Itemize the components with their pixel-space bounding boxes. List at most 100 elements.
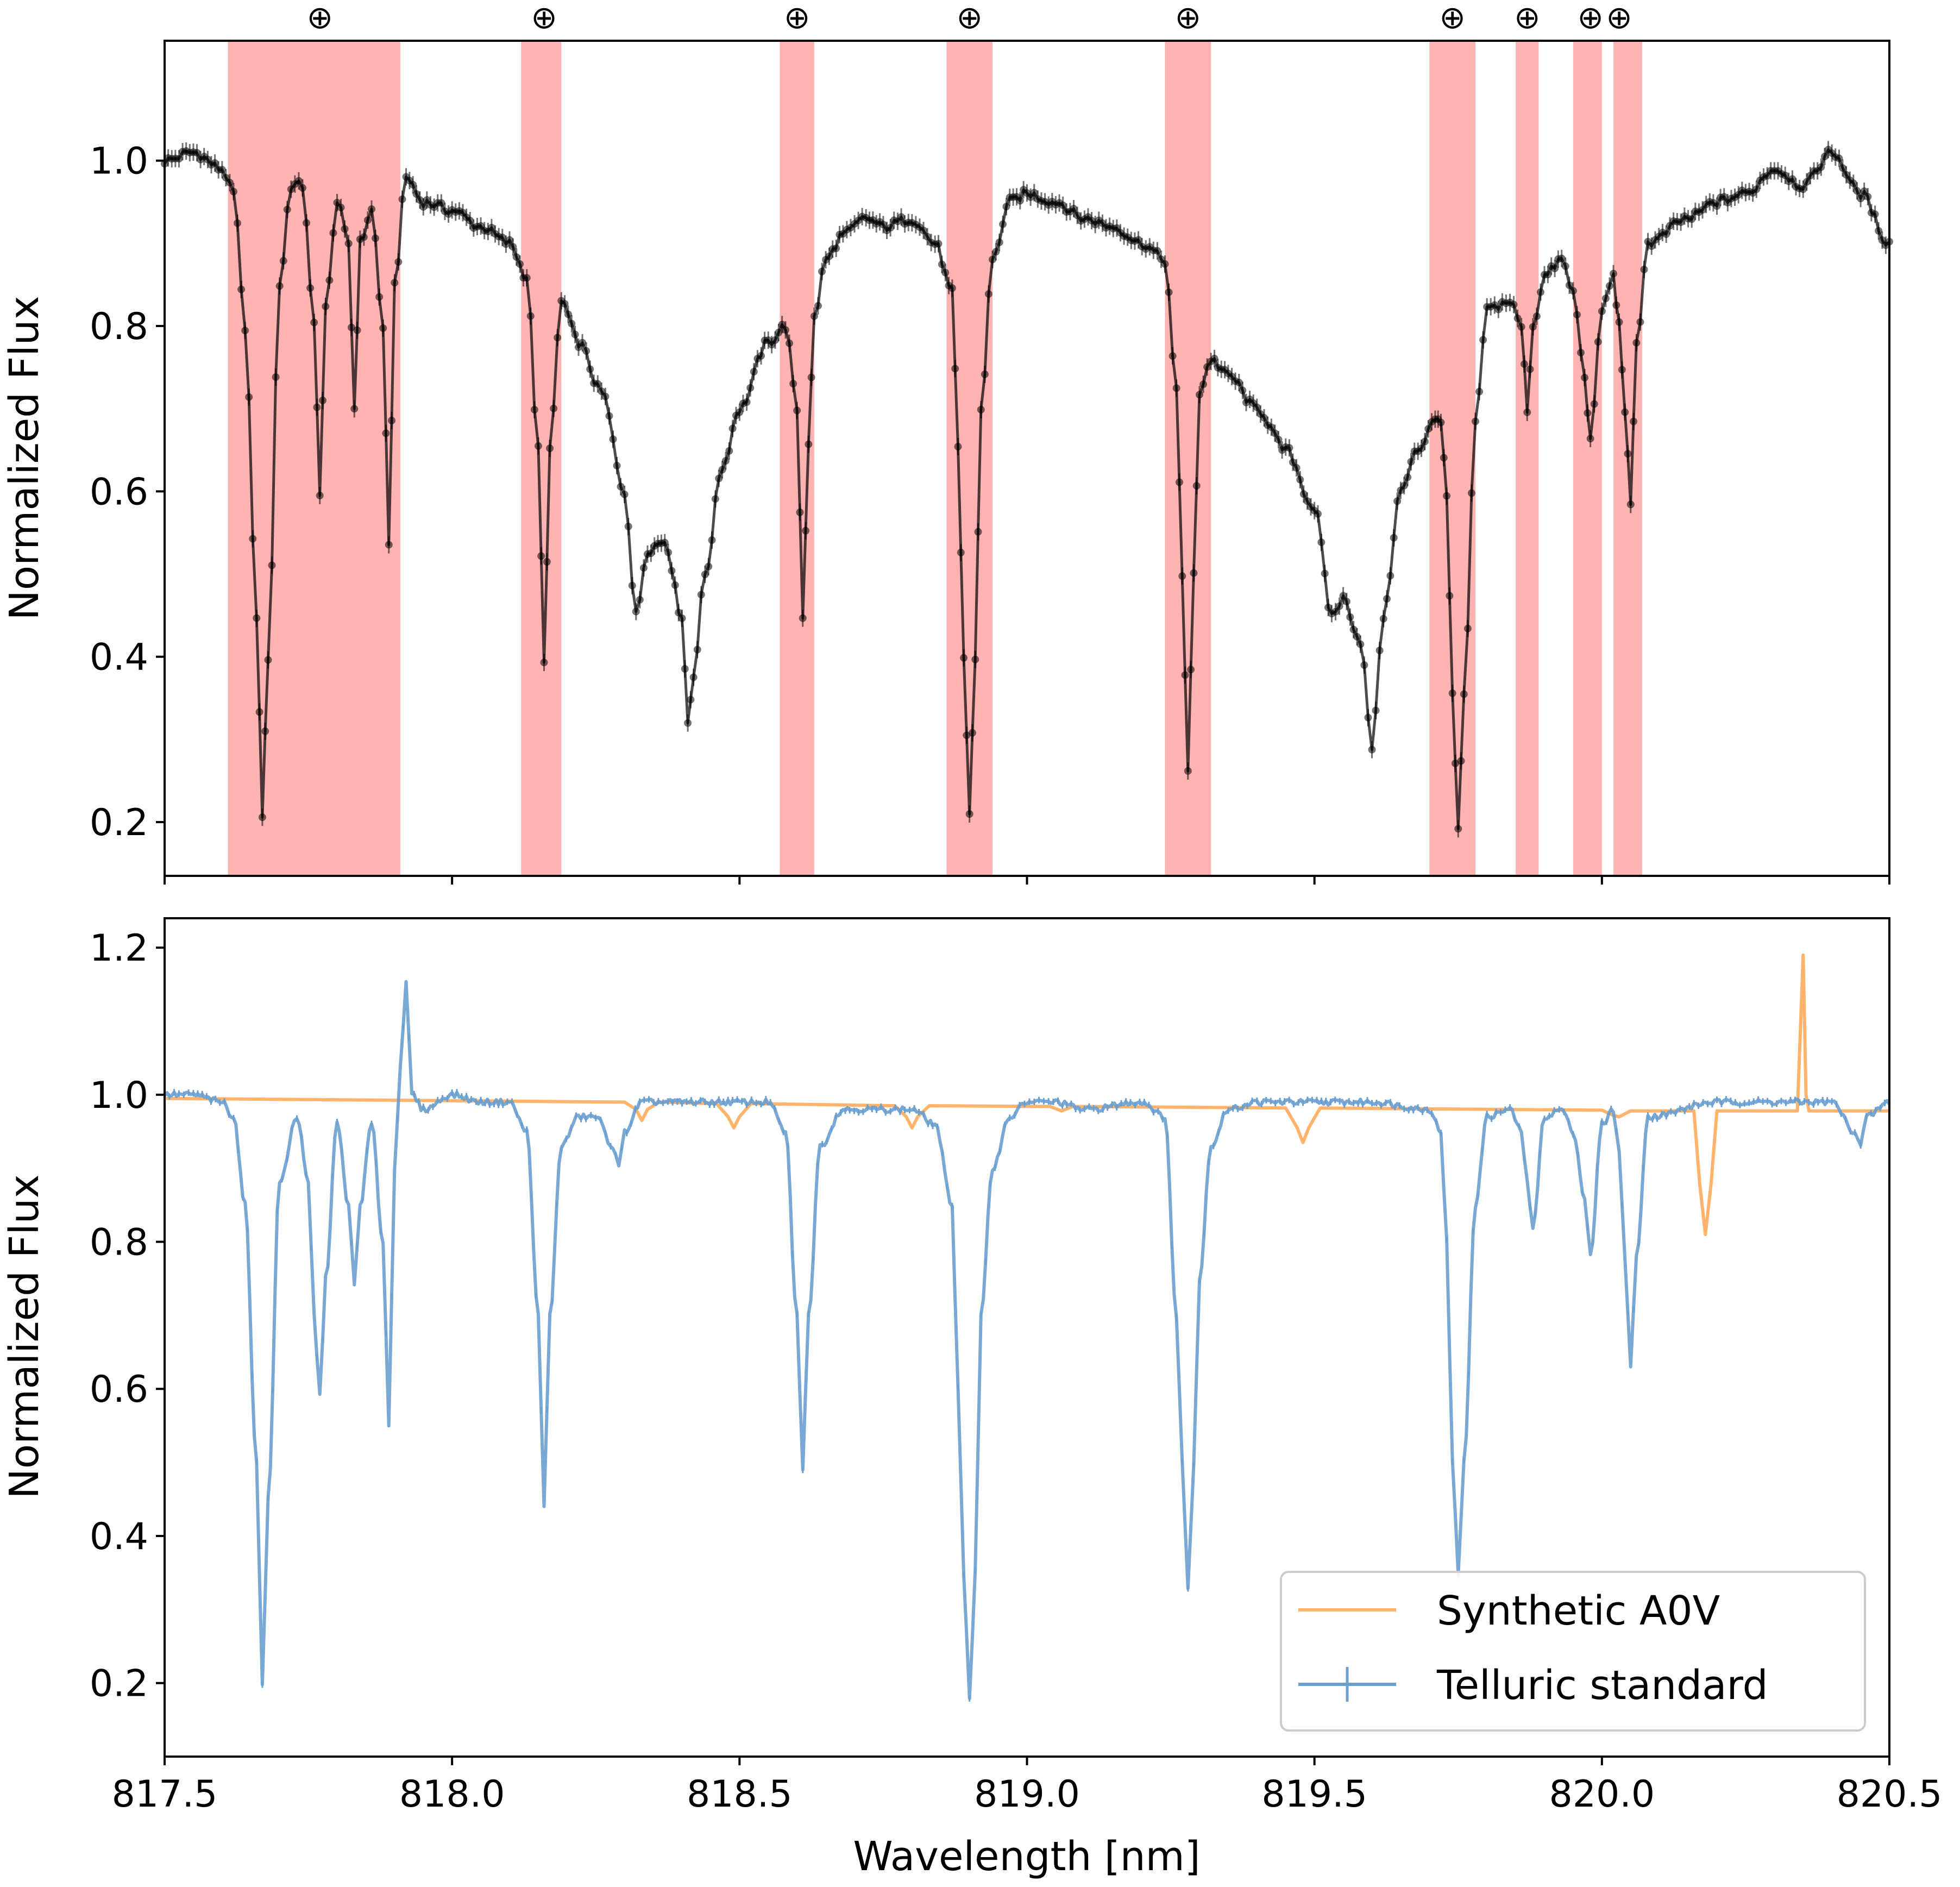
star-data-point (984, 290, 992, 298)
star-data-point (684, 719, 692, 727)
star-data-point (1860, 187, 1868, 195)
star-data-point (1835, 154, 1843, 162)
star-data-point (398, 195, 406, 203)
star-data-point (639, 564, 648, 572)
star-data-point (598, 387, 606, 396)
bottom-y-ticks: 0.2 0.4 0.6 0.8 1.0 1.2 (90, 927, 165, 1706)
star-data-point (1584, 409, 1592, 417)
star-data-point (1375, 647, 1384, 655)
star-data-point (786, 339, 794, 347)
star-data-point (1557, 254, 1566, 262)
star-data-point (379, 324, 387, 332)
x-tick-label: 820.5 (1837, 1773, 1943, 1816)
star-data-point (437, 199, 445, 207)
star-data-point (1720, 193, 1728, 201)
star-data-point (782, 326, 789, 334)
star-data-point (1621, 408, 1629, 416)
star-data-point (1630, 417, 1638, 425)
star-data-point (1169, 352, 1177, 360)
star-data-point (1356, 640, 1365, 648)
star-data-point (968, 729, 976, 737)
telluric-band-7 (1516, 41, 1539, 876)
star-data-point (341, 225, 349, 233)
star-data-point (287, 185, 295, 193)
star-data-point (306, 284, 315, 292)
star-data-point (675, 609, 683, 617)
star-data-point (564, 310, 572, 318)
star-data-point (1260, 413, 1268, 422)
star-data-point (1175, 478, 1183, 486)
star-data-point (1346, 613, 1354, 621)
star-data-point (647, 549, 655, 557)
legend-box (1280, 1571, 1866, 1732)
star-data-point (1368, 745, 1376, 754)
star-data-point (1059, 201, 1067, 209)
star-data-point (1292, 464, 1301, 472)
star-data-point (1324, 604, 1333, 612)
star-data-point (272, 373, 280, 381)
star-data-point (1331, 607, 1340, 616)
star-data-point (799, 614, 807, 622)
star-data-point (974, 528, 982, 536)
star-data-point (1335, 602, 1343, 610)
star-data-point (805, 440, 813, 448)
y-tick-label: 0.6 (90, 471, 148, 513)
star-data-point (818, 267, 826, 275)
star-data-point (605, 412, 613, 420)
star-data-point (534, 442, 542, 450)
star-data-point (1457, 757, 1465, 765)
star-data-point (671, 581, 679, 589)
star-data-point (771, 336, 779, 344)
star-data-point (661, 538, 669, 547)
star-data-point (1165, 288, 1173, 296)
star-data-point (954, 443, 962, 451)
star-data-point (230, 187, 237, 196)
star-data-point (1648, 242, 1656, 250)
star-data-point (1688, 215, 1696, 223)
star-data-point (750, 368, 758, 376)
star-data-point (1199, 380, 1208, 388)
star-data-point (1400, 481, 1408, 490)
star-data-point (1523, 408, 1531, 416)
star-data-point (546, 444, 554, 453)
star-data-point (1526, 365, 1534, 373)
synthetic-a0v-line (164, 953, 1889, 1236)
x-tick-label: 820.0 (1549, 1773, 1655, 1816)
star-data-point (388, 416, 396, 424)
star-data-point (416, 196, 424, 204)
star-data-point (1353, 632, 1361, 641)
star-data-point (1875, 227, 1883, 235)
star-data-point (951, 365, 959, 373)
star-data-point (721, 457, 730, 465)
star-data-point (1317, 538, 1325, 547)
y-tick-label: 1.2 (90, 927, 148, 970)
x-tick-label: 819.5 (1261, 1773, 1367, 1816)
telluric-band-2 (521, 41, 562, 876)
star-data-point (526, 312, 535, 320)
star-data-point (540, 659, 548, 667)
star-data-point (960, 654, 968, 662)
star-data-point (1569, 287, 1577, 295)
star-data-point (1172, 384, 1180, 392)
star-data-point (1594, 338, 1602, 346)
top-y-ticks: 0.2 0.4 0.6 0.8 1.0 (90, 140, 165, 844)
star-data-point (313, 403, 321, 411)
star-data-point (537, 552, 545, 560)
star-data-point (279, 257, 287, 265)
star-data-point (1467, 489, 1475, 497)
star-data-point (234, 219, 242, 227)
star-data-point (543, 558, 551, 566)
star-data-point (325, 276, 334, 284)
star-data-point (681, 664, 689, 673)
star-data-point (1513, 314, 1522, 322)
star-data-point (498, 234, 506, 242)
star-data-point (1443, 492, 1451, 500)
star-data-point (1636, 318, 1644, 326)
star-data-point (1339, 592, 1347, 600)
star-data-point (1267, 423, 1276, 431)
star-data-point (977, 405, 985, 413)
telluric-marker-1: ⊕ (306, 0, 333, 36)
star-data-point (350, 405, 359, 413)
star-data-point (1070, 205, 1078, 213)
